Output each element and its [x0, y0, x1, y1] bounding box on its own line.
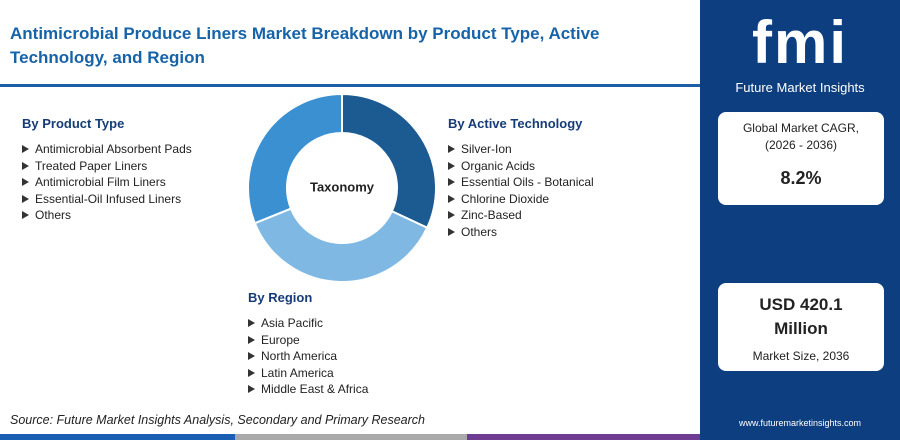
list-item: Organic Acids	[448, 158, 688, 175]
item-text: Treated Paper Liners	[35, 158, 148, 173]
size-label: Market Size, 2036	[752, 349, 850, 363]
bullet-arrow	[22, 161, 29, 170]
footer-bar	[467, 434, 700, 440]
section: By Active Technology Silver-Ion Organic Ac…	[448, 116, 688, 240]
item-text: Europe	[261, 332, 300, 347]
item-text: North America	[261, 349, 338, 363]
item-list: Asia Pacific Europe North America Latin Ame…	[248, 315, 488, 398]
item-text: Others	[35, 208, 72, 222]
donut-segment	[253, 207, 429, 283]
section: By Product Type Antimicrobial Absorbent P…	[22, 116, 222, 224]
item-text: Zinc-Based	[461, 208, 522, 222]
item-list: Silver-Ion Organic Acids Essential Oils - …	[448, 141, 688, 240]
donut: Taxonomy	[247, 92, 437, 283]
bullet-arrow	[22, 178, 29, 186]
bullet-arrow	[448, 194, 455, 203]
list-item: Latin America	[248, 365, 488, 382]
title: Antimicrobial Produce Liners Market Brea…	[10, 24, 600, 67]
list-item: Europe	[248, 332, 488, 349]
list-item: Asia Pacific	[248, 315, 488, 332]
list-item: Essential-Oil Infused Liners	[22, 191, 222, 208]
list-item: Others	[448, 224, 688, 241]
size-value: USD 420.1 Million	[759, 295, 843, 338]
section: By Region Asia Pacific Europe North America…	[248, 290, 488, 398]
list-item: Zinc-Based	[448, 207, 688, 224]
cagr-label: Global Market CAGR, (2026 - 2036)	[742, 121, 860, 152]
item-text: Essential Oils - Botanical	[461, 175, 594, 189]
list-item: Antimicrobial Film Liners	[22, 174, 222, 191]
section-heading: By Region	[248, 290, 313, 305]
list-item: Middle East & Africa	[248, 381, 488, 398]
item-text: Essential-Oil Infused Liners	[35, 191, 182, 206]
donut-segment	[341, 92, 437, 230]
size-box: USD 420.1 Million Market Size, 2036	[718, 283, 884, 371]
url: www.futuremarketinsights.com	[738, 418, 862, 428]
item-text: Antimicrobial Film Liners	[35, 175, 166, 189]
bullet-arrow	[248, 319, 255, 327]
item-text: Organic Acids	[461, 158, 536, 173]
center-label: Taxonomy	[310, 179, 375, 194]
list-item: Silver-Ion	[448, 141, 688, 158]
bullet-arrow	[248, 335, 255, 344]
bullet-arrow	[22, 194, 29, 203]
bullet-arrow	[22, 145, 29, 153]
list-item: Others	[22, 207, 222, 224]
item-text: Latin America	[261, 365, 334, 380]
list-item: North America	[248, 348, 488, 365]
list-item: Essential Oils - Botanical	[448, 174, 688, 191]
item-text: Middle East & Africa	[261, 382, 369, 396]
bullet-arrow	[22, 211, 29, 219]
source: Source: Future Market Insights Analysis,…	[10, 413, 425, 427]
header-rule	[0, 84, 700, 87]
bullet-arrow	[448, 145, 455, 153]
list-item: Treated Paper Liners	[22, 158, 222, 175]
list-item: Antimicrobial Absorbent Pads	[22, 141, 222, 158]
bullet-arrow	[448, 161, 455, 170]
footer-bar	[0, 434, 235, 440]
bullet-arrow	[248, 385, 255, 393]
logo-mark: fmi	[752, 9, 848, 76]
bullet-arrow	[448, 227, 455, 236]
bullet-arrow	[448, 178, 455, 186]
item-text: Others	[461, 224, 498, 239]
item-text: Asia Pacific	[261, 316, 324, 330]
cagr-box: Global Market CAGR, (2026 - 2036) 8.2%	[718, 112, 884, 205]
cagr-value: 8.2%	[780, 168, 822, 188]
item-text: Chlorine Dioxide	[461, 191, 550, 206]
bullet-arrow	[248, 352, 255, 360]
item-list: Antimicrobial Absorbent Pads Treated Pape…	[22, 141, 222, 224]
footer-bar	[235, 434, 467, 440]
sidebar: fmi Future Market Insights Global Market…	[700, 0, 900, 440]
item-text: Silver-Ion	[461, 142, 512, 156]
item-text: Antimicrobial Absorbent Pads	[35, 142, 192, 156]
list-item: Chlorine Dioxide	[448, 191, 688, 208]
donut-segment	[247, 92, 343, 225]
bullet-arrow	[248, 368, 255, 377]
logo-name: Future Market Insights	[735, 80, 865, 95]
section-heading: By Active Technology	[448, 116, 583, 131]
bullet-arrow	[448, 211, 455, 219]
section-heading: By Product Type	[22, 116, 125, 131]
